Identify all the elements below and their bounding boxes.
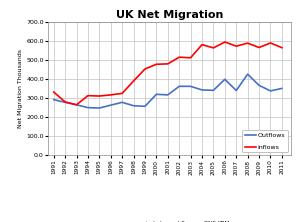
inflows — [63, 101, 67, 103]
inflows — [154, 63, 158, 65]
inflows — [120, 92, 124, 95]
Title: UK Net Migration: UK Net Migration — [116, 10, 223, 20]
Legend: Outflows, inflows: Outflows, inflows — [242, 130, 288, 152]
inflows — [132, 80, 135, 82]
inflows — [200, 43, 204, 46]
Outflows — [132, 104, 135, 107]
Outflows — [98, 107, 101, 109]
Outflows — [52, 98, 56, 101]
inflows — [143, 68, 147, 70]
Outflows — [166, 93, 169, 96]
inflows — [280, 46, 284, 49]
Outflows — [177, 85, 181, 88]
inflows — [212, 47, 215, 49]
Outflows — [109, 104, 112, 107]
inflows — [52, 91, 56, 93]
Y-axis label: Net Migration Thousands: Net Migration Thousands — [18, 49, 23, 128]
inflows — [98, 95, 101, 97]
Outflows — [75, 103, 78, 106]
Outflows — [269, 89, 272, 92]
inflows — [109, 93, 112, 96]
Line: Outflows: Outflows — [54, 74, 282, 108]
Outflows — [234, 89, 238, 92]
inflows — [234, 45, 238, 48]
inflows — [269, 42, 272, 44]
inflows — [86, 94, 90, 97]
Outflows — [143, 105, 147, 108]
Outflows — [223, 78, 226, 81]
Outflows — [189, 85, 192, 88]
inflows — [257, 46, 261, 49]
Outflows — [212, 89, 215, 92]
Outflows — [120, 101, 124, 104]
inflows — [223, 41, 226, 43]
Line: inflows: inflows — [54, 42, 282, 105]
inflows — [177, 56, 181, 59]
Outflows — [280, 87, 284, 90]
Outflows — [86, 106, 90, 109]
inflows — [189, 56, 192, 59]
Outflows — [246, 73, 249, 75]
inflows — [166, 63, 169, 65]
Outflows — [200, 89, 204, 91]
Text: www.economicshelp.org | Source: ONS LTIM: www.economicshelp.org | Source: ONS LTIM — [110, 221, 230, 222]
inflows — [246, 42, 249, 44]
inflows — [75, 103, 78, 106]
Outflows — [257, 84, 261, 87]
Outflows — [63, 101, 67, 104]
Outflows — [154, 93, 158, 96]
